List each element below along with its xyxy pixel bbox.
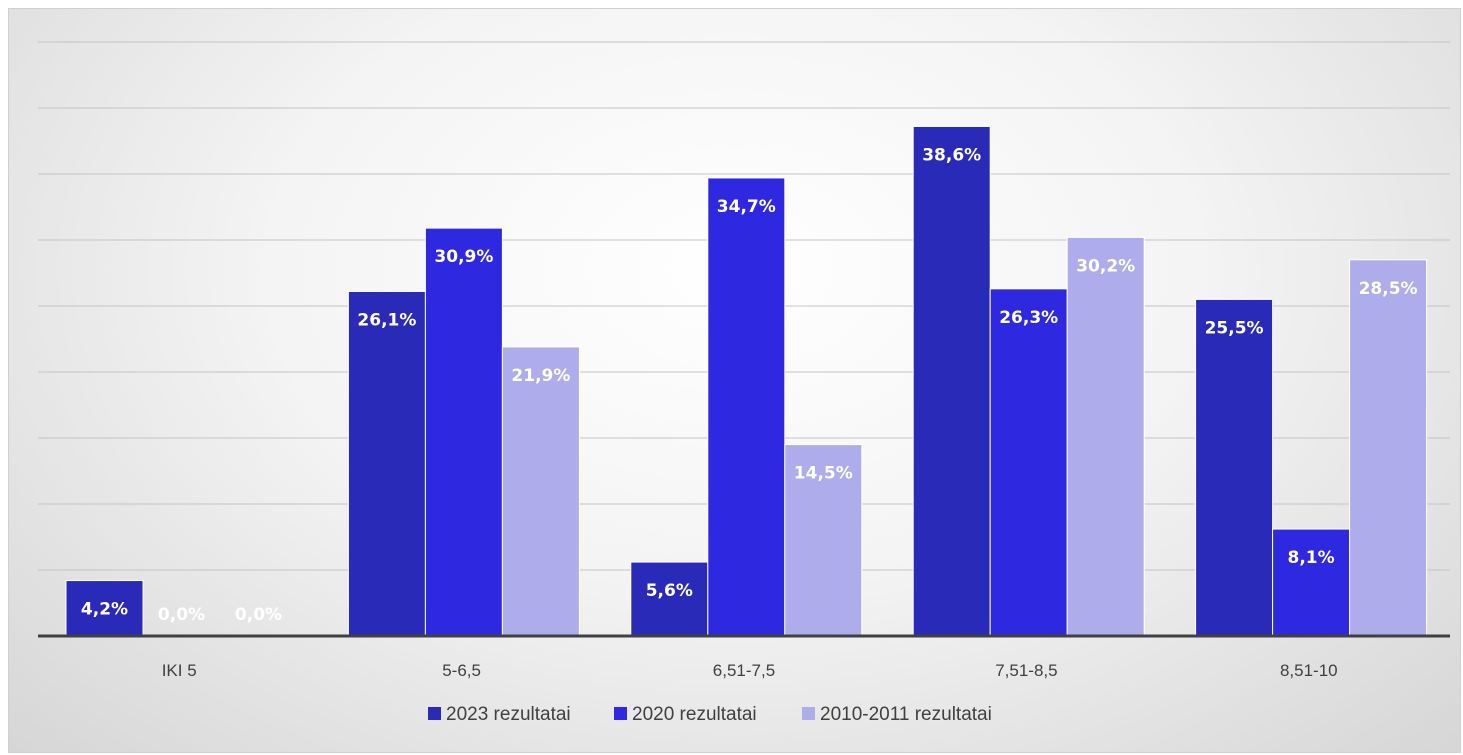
data-label: 0,0% [158,605,205,625]
data-label: 5,6% [646,581,693,601]
x-tick-label: IKI 5 [162,661,197,680]
data-label: 0,0% [235,605,282,625]
legend-label: 2020 rezultatai [632,704,757,725]
bar-1-2 [348,291,425,636]
data-label: 26,3% [999,308,1058,328]
bar-3-2 [502,347,579,636]
data-label: 14,5% [794,464,853,484]
bar-3-5 [1350,260,1427,636]
data-label: 30,9% [434,247,493,267]
data-label: 28,5% [1359,279,1418,299]
bar-3-4 [1067,237,1144,636]
bar-1-4 [913,126,990,636]
data-label: 25,5% [1205,318,1264,338]
legend-swatch [428,707,441,720]
legend-label: 2010-2011 rezultatai [820,704,992,725]
bar-1-5 [1196,299,1273,636]
data-label: 34,7% [717,197,776,217]
legend-swatch [802,707,815,720]
legend-label: 2023 rezultatai [446,704,571,725]
data-label: 30,2% [1076,256,1135,276]
x-tick-label: 8,51-10 [1280,661,1338,680]
data-label: 26,1% [357,310,416,330]
data-label: 21,9% [511,366,570,386]
bar-2-4 [990,289,1067,636]
bar-2-2 [425,228,502,636]
bar-2-5 [1273,529,1350,636]
x-tick-label: 6,51-7,5 [713,661,775,680]
data-label: 4,2% [81,600,128,620]
x-tick-label: 5-6,5 [442,661,481,680]
legend-swatch [614,707,627,720]
bar-2-3 [708,178,785,636]
x-tick-label: 7,51-8,5 [995,661,1057,680]
data-label: 38,6% [922,145,981,165]
data-label: 8,1% [1288,548,1335,568]
